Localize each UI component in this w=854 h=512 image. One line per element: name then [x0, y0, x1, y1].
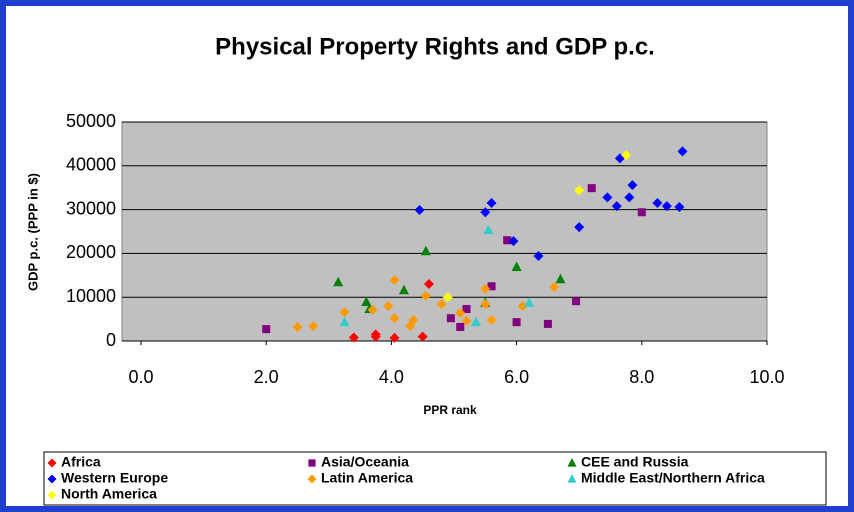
- point: [677, 146, 688, 157]
- point: [555, 273, 566, 284]
- point: [480, 207, 491, 218]
- point: [461, 315, 472, 326]
- point: [339, 307, 350, 318]
- legend-label: Middle East/Northern Africa: [581, 470, 765, 486]
- point: [417, 331, 428, 342]
- point: [436, 299, 447, 310]
- point: [470, 316, 481, 327]
- point: [652, 198, 663, 209]
- legend-label: Africa: [61, 454, 101, 470]
- point: [572, 297, 581, 306]
- y-tick-label: 50000: [66, 111, 116, 131]
- legend-box: [43, 451, 827, 506]
- legend-marker: [567, 458, 577, 467]
- legend-label: Western Europe: [61, 470, 168, 486]
- point: [486, 198, 497, 209]
- point: [446, 314, 455, 323]
- point: [602, 192, 613, 203]
- legend-label: Asia/Oceania: [321, 454, 409, 470]
- point: [511, 261, 522, 271]
- point: [480, 299, 491, 310]
- point: [587, 184, 596, 193]
- point: [487, 282, 496, 291]
- point: [361, 296, 372, 307]
- point: [262, 325, 271, 334]
- point: [611, 201, 622, 212]
- x-tick-label: 6.0: [504, 367, 529, 387]
- x-axis-title: PPR rank: [423, 403, 477, 417]
- point: [408, 314, 419, 325]
- point: [423, 279, 434, 290]
- legend-label: North America: [61, 486, 157, 502]
- point: [661, 201, 672, 212]
- point: [367, 304, 378, 315]
- point: [480, 283, 491, 294]
- point: [674, 201, 685, 212]
- point: [574, 222, 585, 233]
- point: [503, 236, 512, 245]
- point: [420, 245, 431, 256]
- point: [414, 205, 425, 216]
- point: [389, 332, 400, 343]
- plot-area: [121, 121, 768, 342]
- point: [517, 300, 528, 311]
- legend-marker: [47, 490, 57, 500]
- legend-label: Latin America: [321, 470, 413, 486]
- chart-title: Physical Property Rights and GDP p.c.: [215, 33, 655, 60]
- point: [308, 321, 319, 332]
- point: [543, 319, 552, 328]
- point: [398, 284, 409, 295]
- x-tick-label: 4.0: [379, 367, 404, 387]
- point: [370, 331, 381, 342]
- x-tick-label: 10.0: [749, 367, 784, 387]
- legend-marker: [307, 474, 317, 484]
- legend-marker: [47, 458, 57, 468]
- point: [389, 275, 400, 286]
- y-tick-label: 10000: [66, 286, 116, 306]
- point: [442, 292, 453, 303]
- x-tick-label: 2.0: [254, 367, 279, 387]
- point: [339, 316, 350, 327]
- legend-label: CEE and Russia: [581, 454, 689, 470]
- point: [389, 313, 400, 324]
- point: [621, 150, 632, 161]
- x-tick-label: 8.0: [629, 367, 654, 387]
- point: [486, 314, 497, 325]
- point: [627, 180, 638, 191]
- point: [348, 332, 359, 343]
- y-tick-label: 20000: [66, 242, 116, 262]
- point: [483, 224, 494, 235]
- point: [524, 297, 535, 307]
- point: [455, 307, 466, 318]
- point: [333, 276, 344, 287]
- y-axis-title: GDP p.c. (PPP in $): [25, 173, 40, 291]
- legend-marker: [47, 474, 57, 484]
- point: [574, 185, 585, 196]
- point: [549, 282, 560, 293]
- point: [456, 322, 465, 331]
- point: [508, 236, 519, 247]
- point: [462, 305, 471, 314]
- point: [624, 192, 635, 203]
- x-tick-label: 0.0: [128, 367, 153, 387]
- legend-marker: [308, 459, 316, 467]
- point: [512, 318, 521, 327]
- point: [637, 208, 646, 217]
- legend-marker: [567, 474, 577, 483]
- y-tick-label: 30000: [66, 198, 116, 218]
- point: [383, 300, 394, 311]
- point: [533, 251, 544, 262]
- y-tick-label: 40000: [66, 155, 116, 175]
- y-tick-label: 0: [106, 330, 116, 350]
- point: [420, 290, 431, 301]
- point: [292, 321, 303, 332]
